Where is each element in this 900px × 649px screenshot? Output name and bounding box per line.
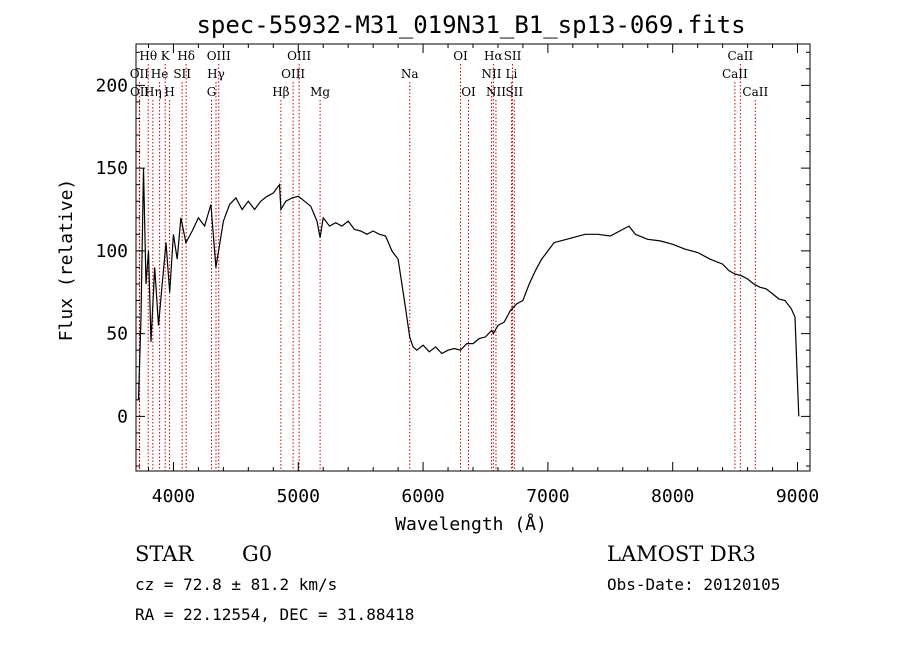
y-tick-label: 0 — [117, 406, 128, 427]
emission-line-label: Hδ — [177, 49, 195, 63]
x-tick-label: 6000 — [401, 486, 444, 507]
emission-line-label: SII — [505, 85, 523, 99]
x-tick-label: 4000 — [152, 486, 195, 507]
emission-line-label: Mg — [310, 85, 330, 99]
y-tick-label: 150 — [95, 158, 128, 179]
emission-line-label: He — [151, 67, 169, 81]
emission-line-label: OII — [130, 85, 150, 99]
emission-line-label: G — [207, 85, 217, 99]
x-tick-label: 5000 — [277, 486, 320, 507]
x-axis-label: Wavelength (Å) — [395, 513, 547, 535]
emission-line-label: Na — [401, 67, 419, 81]
emission-line-label: Li — [506, 67, 518, 81]
emission-line-label: CaII — [727, 49, 753, 63]
x-tick-label: 7000 — [526, 486, 569, 507]
redshift-cz: cz = 72.8 ± 81.2 km/s — [135, 575, 337, 594]
emission-line-label: OIII — [207, 49, 231, 63]
emission-line-label: NII — [486, 85, 506, 99]
y-tick-label: 100 — [95, 241, 128, 262]
emission-line-markers — [138, 64, 756, 471]
y-axis-label: Flux (relative) — [56, 179, 77, 342]
object-subclass: G0 — [242, 542, 272, 566]
emission-line-label: K — [161, 49, 171, 63]
emission-line-label: OII — [130, 67, 150, 81]
emission-line-label: Hβ — [272, 85, 289, 99]
survey-name: LAMOST DR3 — [607, 542, 756, 566]
observation-date: Obs-Date: 20120105 — [607, 575, 780, 594]
emission-line-label: OI — [461, 85, 476, 99]
emission-line-label: H — [164, 85, 174, 99]
emission-line-label: CaII — [742, 85, 768, 99]
y-tick-label: 200 — [95, 75, 128, 96]
emission-line-label: CaII — [722, 67, 748, 81]
ra-dec: RA = 22.12554, DEC = 31.88418 — [135, 605, 414, 624]
y-axis-ticks: 0 50 100 150 200 — [95, 51, 810, 467]
emission-line-label: OIII — [281, 67, 305, 81]
emission-line-label: OI — [453, 49, 468, 63]
emission-line-label: Hη — [144, 85, 162, 99]
x-tick-label: 8000 — [651, 486, 694, 507]
x-tick-label: 9000 — [776, 486, 819, 507]
emission-line-label: OIII — [287, 49, 311, 63]
object-class: STAR — [135, 542, 194, 566]
chart-title: spec-55932-M31_019N31_B1_sp13-069.fits — [196, 11, 745, 39]
plot-frame — [135, 43, 811, 472]
emission-line-label: Hγ — [207, 67, 225, 81]
emission-line-label: Hα — [484, 49, 503, 63]
y-tick-label: 50 — [106, 324, 128, 345]
emission-line-label: NII — [481, 67, 501, 81]
spectrum-line — [137, 168, 800, 417]
emission-line-label: SII — [173, 67, 191, 81]
x-axis-ticks: 4000 5000 6000 7000 8000 9000 — [147, 44, 819, 507]
emission-line-label: SII — [504, 49, 522, 63]
emission-line-label: Hθ — [139, 49, 157, 63]
